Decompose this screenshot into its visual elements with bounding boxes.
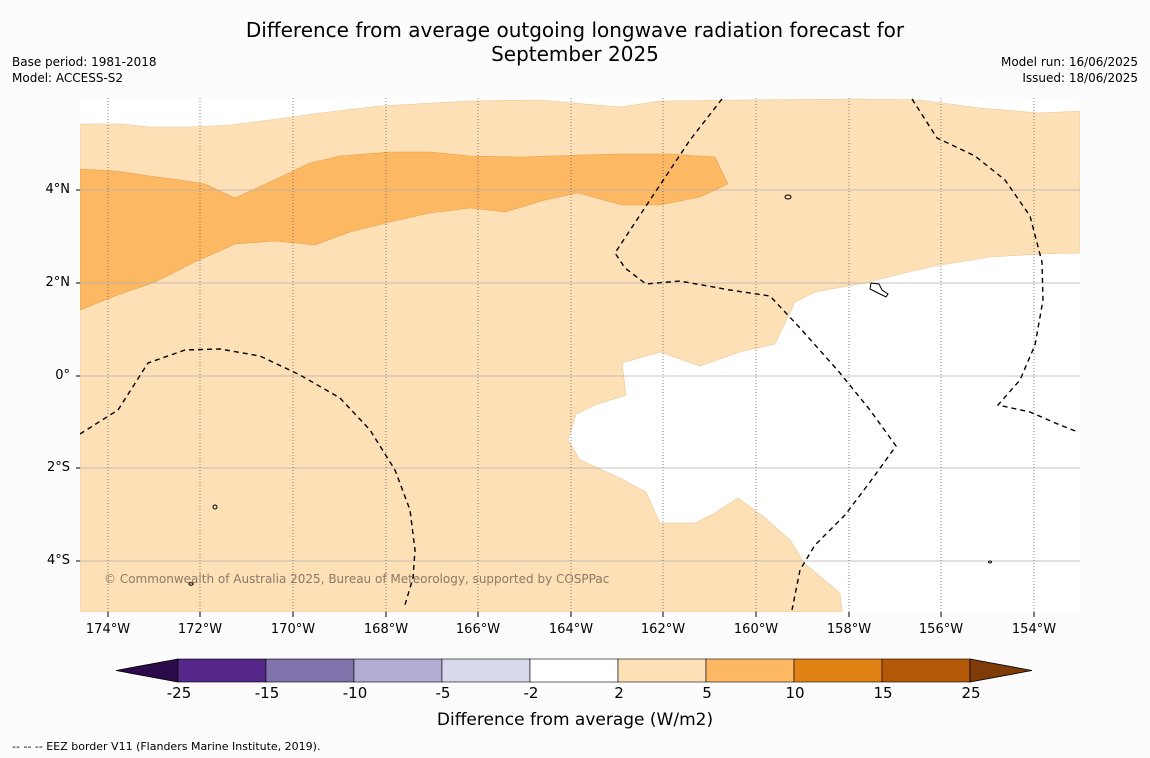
colorbar-extend-min [115,658,179,683]
model-name: Model: ACCESS-S2 [12,71,124,85]
lat-gridlines [80,189,1080,562]
colorbar-tick: -5 [435,684,451,702]
island [988,560,992,564]
eez-borders [80,98,1079,611]
title-line-1: Difference from average outgoing longwav… [245,18,905,42]
lon-label-162w: 162°W [640,622,686,637]
model-run: Model run: 16/06/2025 [1000,55,1138,69]
meta-left: Base period: 1981-2018 Model: ACCESS-S2 [12,54,157,86]
map-title: Difference from average outgoing longwav… [0,18,1150,66]
colorbar-tick: -10 [342,684,368,702]
map-area [80,98,1080,612]
colorbar-tick: -25 [166,684,192,702]
colorbar-segment [793,658,883,683]
islands [188,194,992,586]
colorbar-segment [353,658,443,683]
lat-label-0: 0° [55,368,70,383]
lon-label-174w: 174°W [85,622,131,637]
lon-label-156w: 156°W [918,622,964,637]
lon-label-160w: 160°W [733,622,779,637]
axis-ticks [76,189,1035,617]
colorbar-tick: 25 [961,684,981,702]
lon-label-170w: 170°W [270,622,316,637]
island [188,582,194,586]
colorbar-segment [441,658,531,683]
lat-label-4n: 4°N [45,182,71,197]
colorbar-tick: 5 [702,684,712,702]
colorbar-tick: 15 [873,684,893,702]
colorbar [115,658,1033,683]
colorbar-label: Difference from average (W/m2) [436,710,714,730]
lon-label-166w: 166°W [455,622,501,637]
island [212,504,218,510]
colorbar-segment [177,658,267,683]
lon-label-154w: 154°W [1011,622,1057,637]
colorbar-segment [265,658,355,683]
colorbar-segment [529,658,619,683]
issued-date: Issued: 18/06/2025 [1022,71,1138,85]
colorbar-segment [881,658,971,683]
colorbar-tick: -2 [523,684,539,702]
eez-border-west [80,348,416,609]
lat-label-2s: 2°S [46,460,70,475]
lat-label-4s: 4°S [46,553,70,568]
colorbar-tick: -15 [254,684,280,702]
anomaly-region-5-10 [80,151,729,311]
colorbar-extend-max [969,658,1033,683]
eez-legend-footer: -- -- -- EEZ border V11 (Flanders Marine… [12,740,321,753]
lat-label-2n: 2°N [45,275,71,290]
island [784,194,792,200]
eez-border-central [614,98,897,611]
eez-border-east [911,98,1079,433]
island [869,282,889,298]
base-period: Base period: 1981-2018 [12,55,157,69]
lon-label-158w: 158°W [826,622,872,637]
colorbar-tick: 2 [614,684,624,702]
copyright-note: © Commonwealth of Australia 2025, Bureau… [104,572,610,586]
colorbar-segment [617,658,707,683]
meta-right: Model run: 16/06/2025 Issued: 18/06/2025 [1001,54,1138,86]
colorbar-segment [705,658,795,683]
lon-label-168w: 168°W [363,622,409,637]
colorbar-tick: 10 [785,684,805,702]
lon-label-172w: 172°W [177,622,223,637]
lon-label-164w: 164°W [548,622,594,637]
title-line-2: September 2025 [491,42,659,66]
